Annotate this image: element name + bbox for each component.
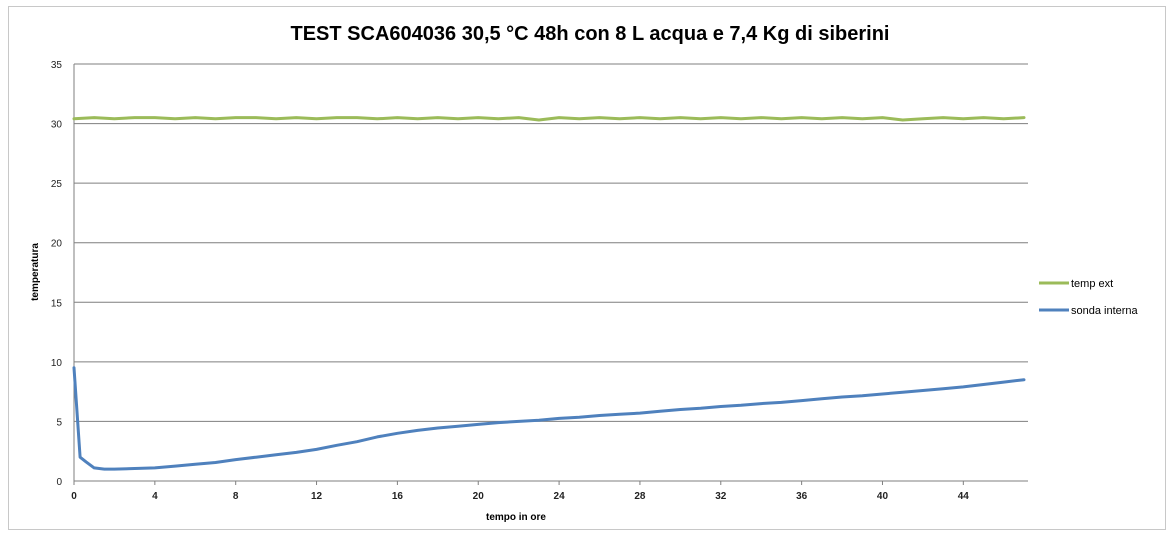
y-tick-label-0: 0 [56, 477, 62, 488]
y-axis-label: temperatura [30, 243, 41, 301]
x-tick-label-28: 28 [634, 491, 646, 502]
x-axis-tick-labels: 0 4 8 12 16 20 24 28 32 36 40 44 [71, 491, 969, 502]
x-tick-label-40: 40 [877, 491, 889, 502]
y-tick-label-25: 25 [51, 179, 63, 190]
y-tick-label-35: 35 [51, 60, 63, 71]
x-tick-label-8: 8 [233, 491, 239, 502]
x-axis-label: tempo in ore [486, 512, 546, 523]
x-tick-label-20: 20 [473, 491, 485, 502]
chart-title: TEST SCA604036 30,5 °C 48h con 8 L acqua… [291, 23, 890, 45]
y-axis-tick-labels: 0 5 10 15 20 25 30 35 [51, 60, 63, 488]
x-tick-label-16: 16 [392, 491, 404, 502]
legend-label-sonda-interna: sonda interna [1071, 305, 1139, 317]
y-tick-label-10: 10 [51, 358, 63, 369]
x-tick-label-12: 12 [311, 491, 323, 502]
series-layer [72, 116, 1026, 471]
grid-layer [74, 63, 1028, 422]
legend-label-temp-ext: temp ext [1071, 278, 1113, 290]
x-tick-label-24: 24 [554, 491, 566, 502]
y-tick-label-15: 15 [51, 298, 63, 309]
x-tick-label-0: 0 [71, 491, 77, 502]
chart-frame [8, 6, 1166, 530]
x-tick-label-4: 4 [152, 491, 158, 502]
x-tick-label-44: 44 [958, 491, 970, 502]
x-tick-label-32: 32 [715, 491, 727, 502]
y-tick-label-5: 5 [56, 417, 62, 428]
axes [73, 64, 1028, 485]
y-tick-label-20: 20 [51, 239, 63, 250]
x-tick-label-36: 36 [796, 491, 808, 502]
legend: temp ext sonda interna [1039, 278, 1139, 317]
y-tick-label-30: 30 [51, 120, 63, 131]
series-line-temp-ext [72, 116, 1026, 122]
series-line-sonda-interna [72, 366, 1026, 471]
